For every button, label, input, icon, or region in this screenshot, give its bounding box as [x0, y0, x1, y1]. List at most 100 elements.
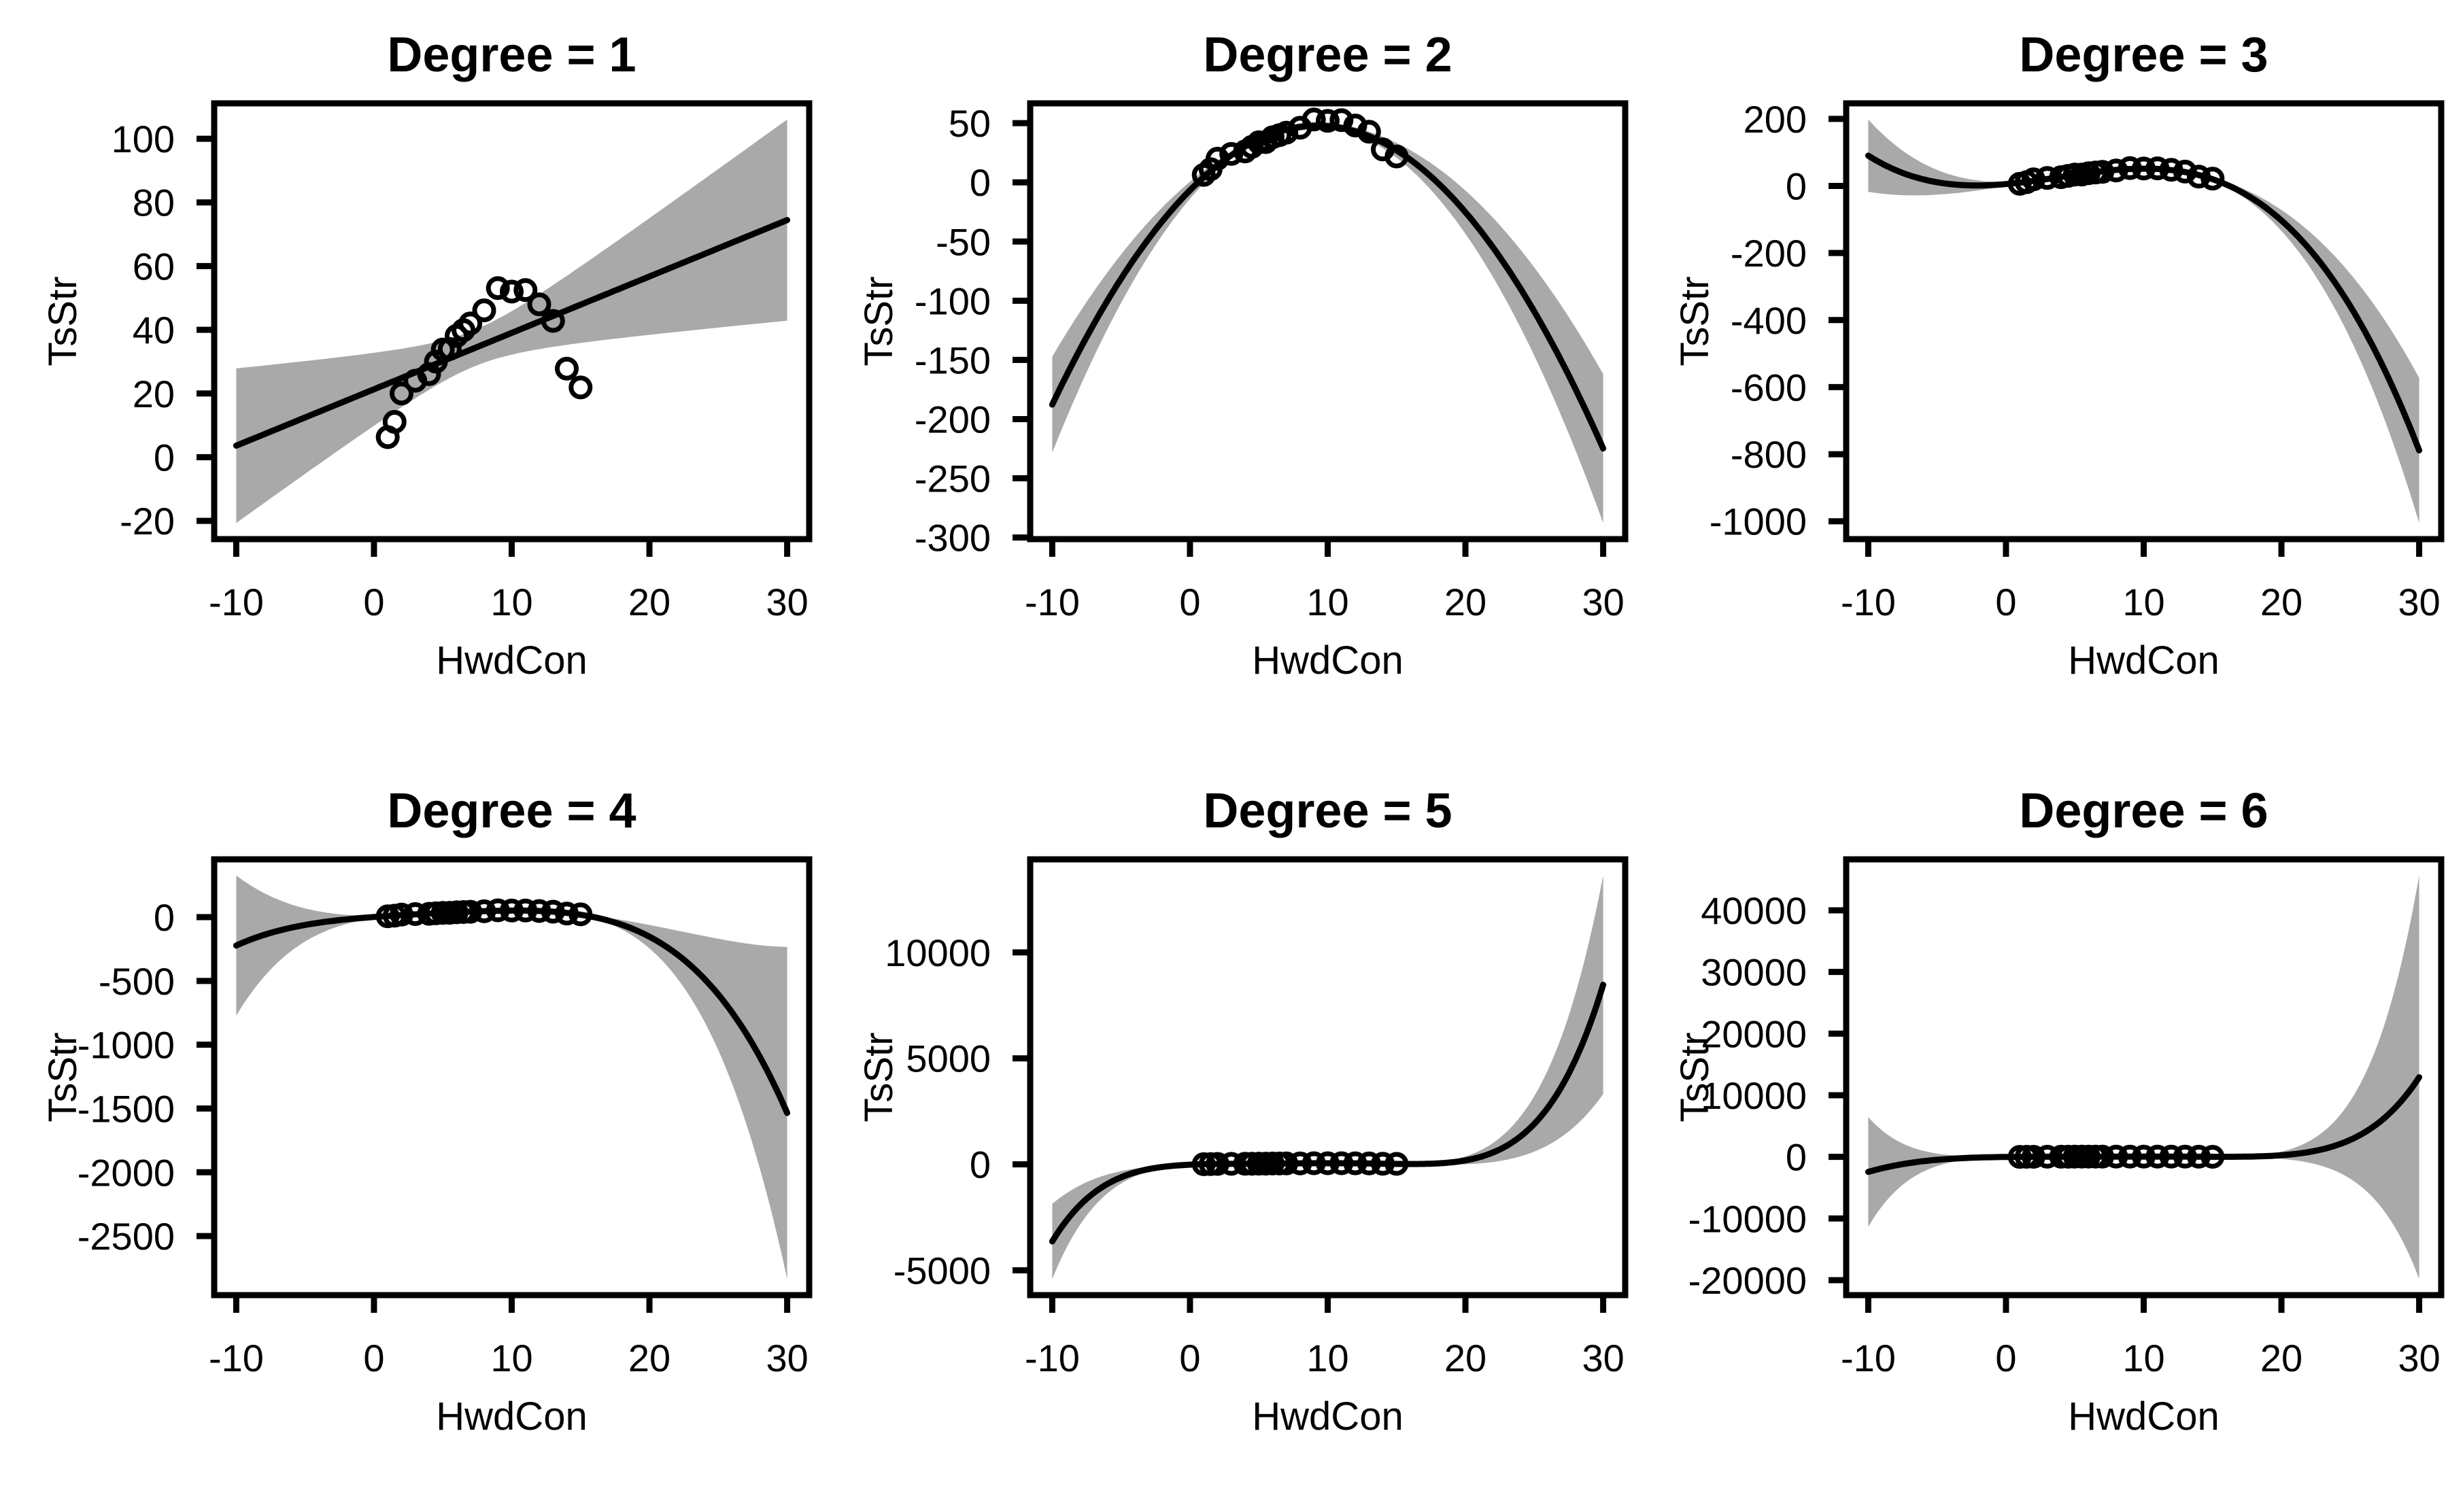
data-point	[2118, 1144, 2142, 1169]
data-point	[472, 298, 496, 322]
panel-degree-4: -10 0 10 20 30 0 -500 -1000 -1500 -2000 -2500 Degre…	[0, 756, 816, 1512]
y-tick-label: -1000	[1710, 500, 1807, 543]
data-point	[513, 278, 538, 303]
data-point	[555, 901, 579, 926]
plot-title: Degree = 3	[2019, 28, 2268, 82]
panel-degree-6: -10 0 10 20 30 40000 30000 20000 10000 0 -10000 -20…	[1632, 756, 2448, 1512]
data-point	[2200, 167, 2225, 191]
x-tick-label: 0	[363, 1337, 384, 1379]
confidence-band	[1052, 875, 1603, 1279]
panel-degree-2: -10 0 10 20 30 50 0 -50 -100 -150 -200 -250 -300 Degr…	[816, 0, 1632, 756]
data-point	[541, 309, 565, 333]
x-axis-label: HwdCon	[436, 638, 587, 683]
chart-degree-3: -10 0 10 20 30 200 0 -200 -400 -600 -800 -1000 Degre…	[1673, 28, 2445, 683]
y-tick-label: 0	[154, 896, 175, 939]
data-point	[1274, 120, 1299, 145]
y-tick-label: 10000	[1701, 1074, 1807, 1117]
y-tick-label: 10000	[885, 931, 991, 974]
y-axis-label: TsStr	[41, 1032, 85, 1122]
x-tick-label: 10	[2122, 1337, 2164, 1379]
data-point	[1316, 1151, 1340, 1175]
data-point	[2118, 156, 2142, 180]
data-point	[2104, 1144, 2128, 1169]
plot-title: Degree = 1	[387, 28, 636, 82]
data-point	[568, 375, 593, 400]
data-point	[555, 356, 579, 381]
chart-degree-2: -10 0 10 20 30500-50-100-150-200-250-300Degr…	[857, 28, 1629, 683]
y-axis-label: TsStr	[1673, 1032, 1717, 1122]
plot-box	[1843, 856, 2445, 1299]
data-point	[1343, 1151, 1367, 1175]
y-tick-label: -300	[915, 517, 991, 560]
plot-box	[1027, 856, 1629, 1299]
x-tick-label: 30	[2398, 1337, 2440, 1379]
data-point	[1329, 108, 1354, 133]
y-axis-label: TsStr	[41, 276, 85, 366]
y-tick-label: -800	[1731, 433, 1807, 476]
data-point	[2132, 156, 2156, 181]
x-tick-label: 20	[628, 1337, 670, 1379]
confidence-band	[236, 875, 787, 1279]
y-tick-label: 40000	[1701, 889, 1807, 932]
y-tick-label: -1500	[78, 1087, 175, 1130]
data-point	[568, 902, 593, 927]
data-point	[458, 899, 483, 924]
data-point	[1219, 141, 1244, 166]
data-point	[1288, 1151, 1312, 1175]
data-point	[2022, 1145, 2045, 1169]
fit-line	[1049, 122, 1607, 452]
x-tick-label: 0	[1179, 581, 1200, 623]
data-point	[1274, 1151, 1299, 1175]
x-tick-label: 20	[2260, 581, 2302, 623]
y-tick-label: -50	[936, 220, 991, 263]
data-point	[500, 898, 524, 923]
y-tick-label: -2500	[78, 1215, 175, 1258]
x-tick-label: -10	[1025, 1337, 1080, 1379]
x-tick-label: -10	[209, 581, 264, 623]
data-point	[2145, 156, 2170, 181]
x-tick-label: 30	[766, 1337, 808, 1379]
y-tick-label: -600	[1731, 366, 1807, 409]
x-tick-label: 10	[1306, 581, 1348, 623]
data-point	[541, 899, 565, 924]
x-tick-label: 10	[490, 1337, 532, 1379]
y-axis-label: TsStr	[1673, 276, 1717, 366]
fit-line	[233, 217, 791, 449]
y-tick-label: 50	[949, 102, 991, 145]
data-point	[458, 311, 483, 336]
data-point	[2159, 158, 2183, 182]
data-point	[2090, 1144, 2115, 1169]
data-point	[1384, 1152, 1409, 1176]
y-tick-label: -5000	[894, 1250, 991, 1292]
x-tick-label: -10	[1841, 581, 1896, 623]
data-point	[382, 410, 407, 434]
data-point	[500, 279, 524, 304]
chart-degree-5: -10 0 10 20 30 10000 5000 0 -5000 Degree = 5 HwdCo…	[857, 784, 1629, 1439]
y-tick-label: 60	[133, 245, 175, 288]
x-axis-label: HwdCon	[1252, 1394, 1403, 1439]
chart-degree-1: -10 0 10 20 30 100 80 60 40 20 0 -20 Degree = 1 HwdCo…	[41, 28, 813, 683]
x-tick-label: 10	[2122, 581, 2164, 623]
fit-line	[1865, 152, 2423, 453]
x-tick-label: -10	[209, 1337, 264, 1379]
panel-degree-1: -10 0 10 20 30 100 80 60 40 20 0 -20 Degree = 1 HwdCo…	[0, 0, 816, 756]
panel-degree-3: -10 0 10 20 30 200 0 -200 -400 -600 -800 -1000 Degre…	[1632, 0, 2448, 756]
data-point	[527, 292, 551, 317]
x-tick-label: 20	[1444, 1337, 1486, 1379]
x-tick-label: 30	[1582, 1337, 1624, 1379]
data-point	[2200, 1145, 2225, 1169]
y-tick-label: -20000	[1688, 1259, 1807, 1302]
data-point	[1302, 107, 1326, 132]
confidence-band	[1868, 875, 2419, 1279]
data-point	[486, 276, 510, 300]
data-point	[2187, 165, 2211, 189]
y-tick-label: 100	[112, 118, 175, 160]
y-tick-label: -150	[915, 339, 991, 381]
x-tick-label: 20	[628, 581, 670, 623]
y-tick-label: 0	[970, 161, 991, 204]
data-point	[1206, 1152, 1229, 1176]
plot-title: Degree = 5	[1203, 784, 1452, 838]
fit-line	[1049, 982, 1607, 1245]
x-tick-label: 30	[1582, 581, 1624, 623]
